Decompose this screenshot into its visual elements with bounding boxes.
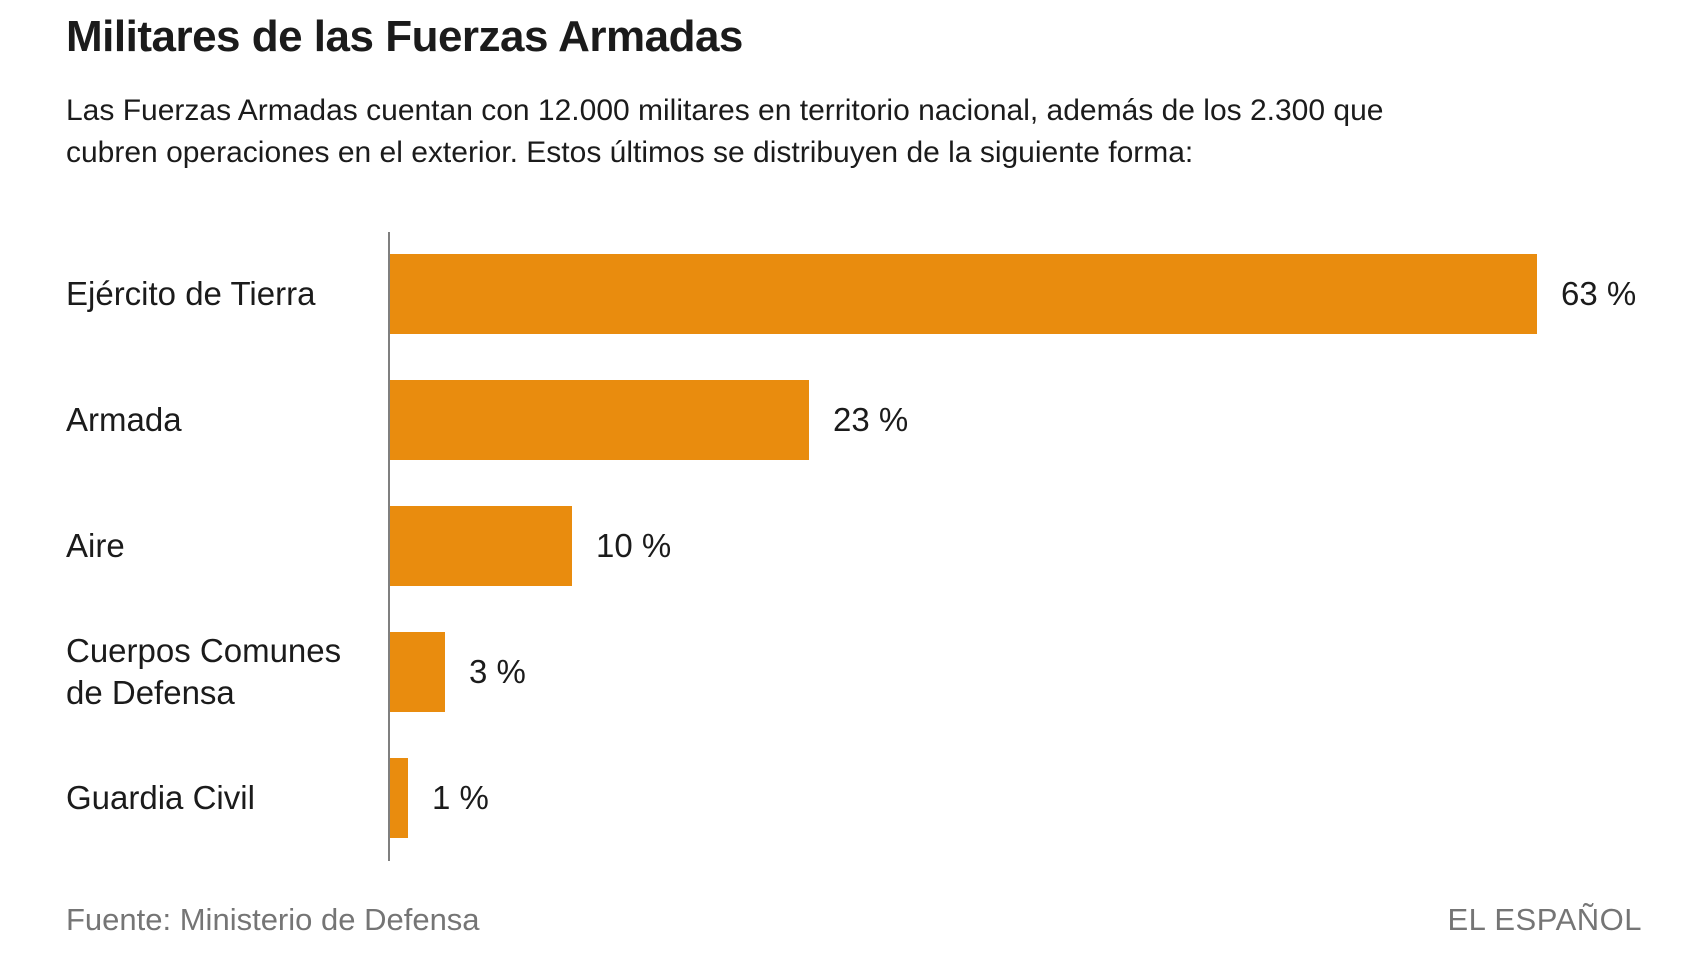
category-label: Aire: [66, 527, 125, 564]
value-label: 10 %: [596, 527, 672, 564]
value-label: 3 %: [469, 653, 526, 690]
chart-row: Armada 23 %: [0, 380, 1706, 460]
bar: [390, 506, 572, 586]
category-label: Guardia Civil: [66, 779, 255, 816]
chart-row: Ejército de Tierra 63 %: [0, 254, 1706, 334]
value-label: 23 %: [833, 401, 909, 438]
value-label: 63 %: [1561, 275, 1637, 312]
brand-wordmark: EL ESPAÑOL: [1447, 902, 1642, 937]
bar: [390, 632, 445, 712]
chart-row: Aire 10 %: [0, 506, 1706, 586]
source-credit: Fuente: Ministerio de Defensa: [66, 902, 480, 937]
chart-row: Guardia Civil 1 %: [0, 758, 1706, 838]
chart-subtitle: Las Fuerzas Armadas cuentan con 12.000 m…: [66, 94, 1384, 169]
category-label: Cuerpos Comunes de Defensa: [66, 632, 342, 711]
page-title: Militares de las Fuerzas Armadas: [66, 12, 743, 61]
y-axis-line: [388, 232, 390, 861]
value-label: 1 %: [432, 779, 489, 816]
bar: [390, 380, 809, 460]
category-label: Armada: [66, 401, 182, 438]
bar: [390, 758, 408, 838]
category-label: Ejército de Tierra: [66, 275, 316, 312]
bar: [390, 254, 1537, 334]
chart-row: Cuerpos Comunes de Defensa 3 %: [0, 632, 1706, 712]
